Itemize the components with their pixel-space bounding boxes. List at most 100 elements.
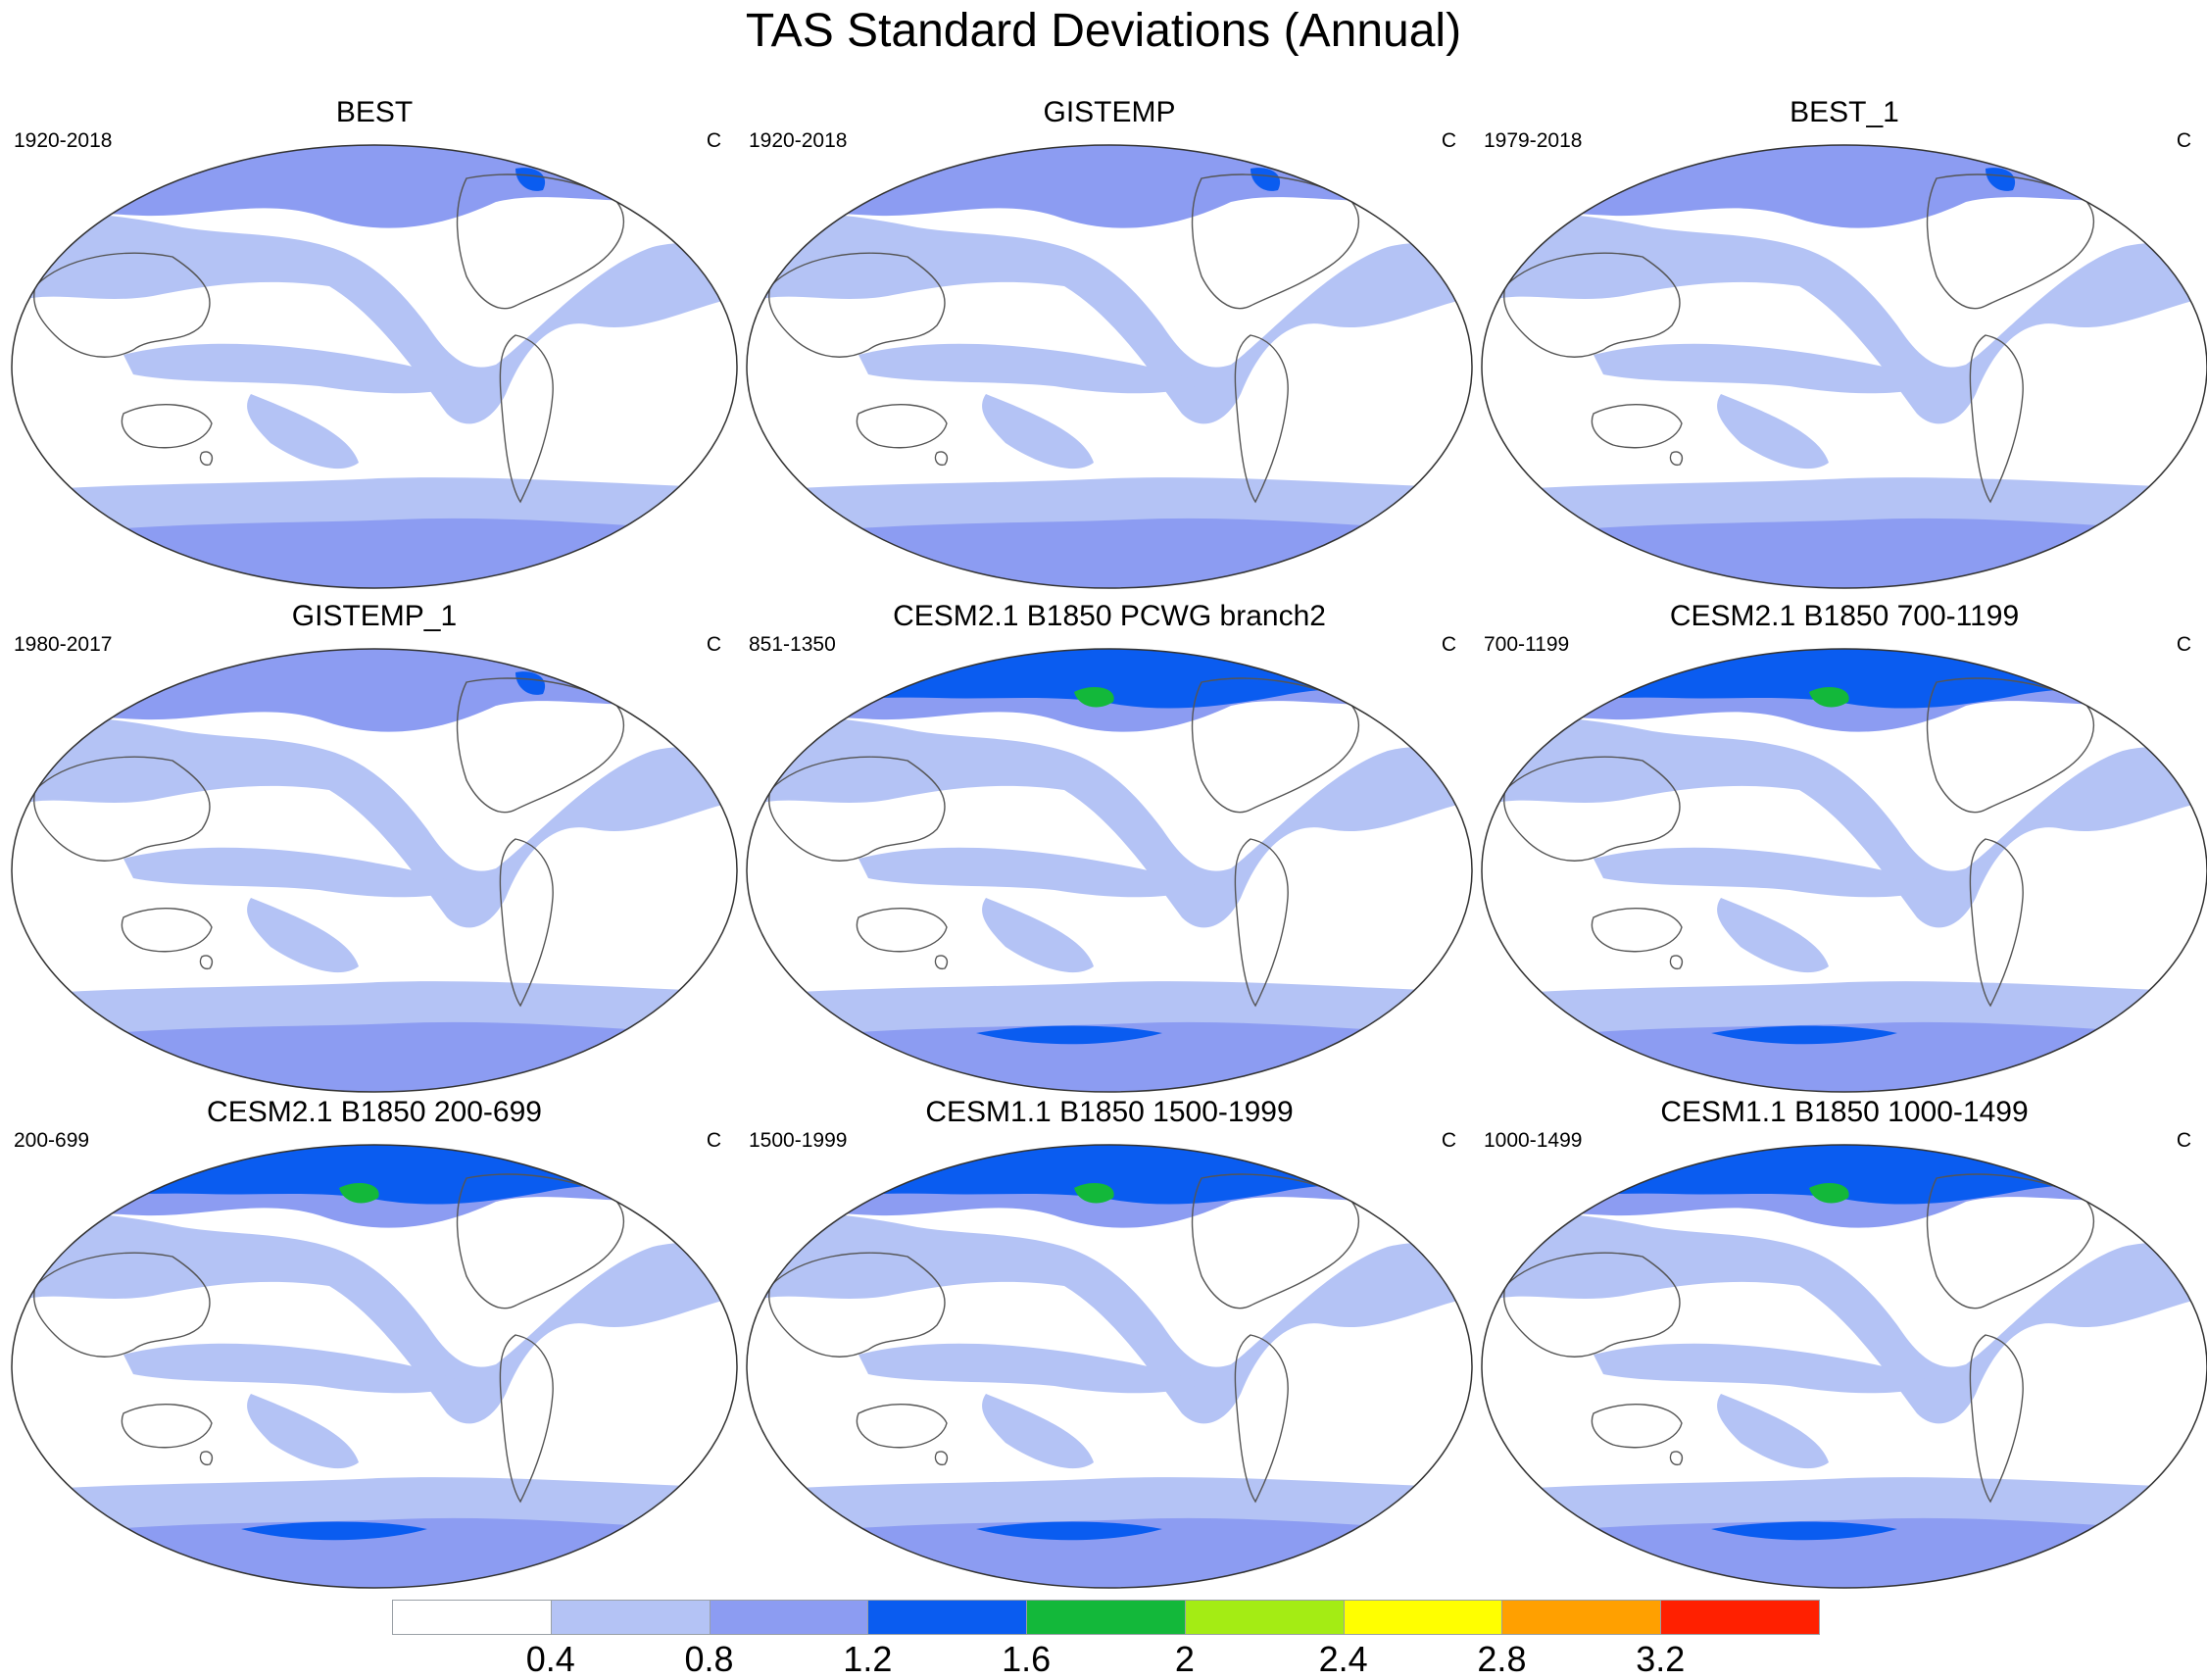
- panel-title: GISTEMP: [1043, 96, 1176, 128]
- contour-fill-north-max: [849, 653, 890, 668]
- panel-title: BEST_1: [1790, 96, 1899, 128]
- coastline-outline: [1591, 404, 1683, 449]
- map-border: [1481, 648, 2207, 1093]
- coastline-outline: [199, 451, 214, 467]
- coastline-outline: [1191, 1173, 1359, 1309]
- coastline-outline: [1591, 1404, 1683, 1449]
- colorbar-swatch: [709, 1600, 869, 1635]
- panel-units: C: [2176, 129, 2191, 152]
- contour-fill-antarctic: [819, 518, 1427, 588]
- colorbar-swatch: [392, 1600, 552, 1635]
- coastline-outline: [934, 451, 949, 467]
- colorbar-tick-label: 1.2: [843, 1639, 893, 1679]
- contour-fill-greenland-peak: [2063, 1145, 2089, 1170]
- contour-fill-antarctic-strong: [241, 1521, 427, 1541]
- colorbar-swatch: [1026, 1600, 1186, 1635]
- contour-fill-north-peak: [878, 649, 939, 667]
- map-plot: [11, 144, 738, 589]
- coastline-outline: [1503, 252, 1681, 358]
- contour-fill-south-pacific: [1717, 1394, 1829, 1469]
- panel-period: 1920-2018: [14, 129, 113, 152]
- colorbar-swatch: [1501, 1600, 1662, 1635]
- coastline-outline: [934, 1451, 949, 1466]
- contour-fill-north-peak: [1584, 146, 1627, 163]
- panel-units: C: [1441, 633, 1456, 656]
- coastline-outline: [1503, 1252, 1681, 1358]
- contour-fill-north-peak: [114, 146, 157, 163]
- map-border: [1481, 1144, 2207, 1589]
- contour-fill-north-mid: [1482, 1211, 2207, 1424]
- coastline-outline: [456, 677, 624, 814]
- contour-fill-greenland-peak: [1328, 1145, 1354, 1170]
- coastline-outline: [456, 173, 624, 310]
- colorbar-tick-label: 3.2: [1636, 1639, 1686, 1679]
- coastline-outline: [1926, 677, 2094, 814]
- panel-title: CESM2.1 B1850 PCWG branch2: [893, 600, 1326, 632]
- map-border: [11, 144, 738, 589]
- panel-title: BEST: [335, 96, 414, 128]
- contour-fill-tropical-pacific: [1594, 1343, 1937, 1394]
- contour-fill-siberia-peak: [339, 1183, 379, 1204]
- contour-fill-antarctic: [84, 1021, 692, 1092]
- coastline-outline: [499, 838, 554, 1008]
- panel-units: C: [2176, 1129, 2191, 1152]
- colorbar-tick-label: 0.8: [684, 1639, 734, 1679]
- coastline-outline: [768, 756, 946, 862]
- contour-fill-canada-peak: [1986, 168, 2016, 191]
- contour-fill-tropical-pacific: [1594, 343, 1937, 394]
- coastline-outline: [121, 404, 213, 449]
- panel-title: GISTEMP_1: [291, 600, 458, 632]
- panel-units: C: [1441, 129, 1456, 152]
- panel-title: CESM2.1 B1850 200-699: [207, 1096, 542, 1128]
- coastline-outline: [1926, 1173, 2094, 1309]
- contour-fill-north-max: [114, 1149, 155, 1164]
- panel-period: 1980-2017: [14, 633, 113, 656]
- contour-fill-north-mid: [12, 716, 737, 928]
- coastline-outline: [33, 1252, 211, 1358]
- coastline-outline: [1234, 838, 1289, 1008]
- contour-fill-south-pacific: [1717, 898, 1829, 973]
- colorbar-tick-label: 1.6: [1002, 1639, 1052, 1679]
- contour-fill-greenland-peak: [1328, 649, 1354, 674]
- coastline-outline: [199, 955, 214, 970]
- contour-fill-antarctic-strong: [1711, 1521, 1897, 1541]
- coastline-outline: [121, 1404, 213, 1449]
- contour-fill-north-mid: [12, 1211, 737, 1424]
- contour-fill-siberia-peak: [1074, 1183, 1114, 1204]
- colorbar-tick-label: 2.4: [1318, 1639, 1368, 1679]
- map-panel: CESM2.1 B1850 200-699 200-699 C: [6, 1096, 743, 1606]
- coastline-outline: [768, 252, 946, 358]
- contour-fill-south-pacific: [1717, 394, 1829, 469]
- contour-fill-tropical-pacific: [858, 1343, 1202, 1394]
- colorbar-swatch: [1343, 1600, 1503, 1635]
- panel-units: C: [706, 129, 721, 152]
- coastline-outline: [934, 955, 949, 970]
- contour-fill-north-mid: [1482, 716, 2207, 928]
- panel-title: CESM2.1 B1850 700-1199: [1669, 600, 2020, 632]
- contour-fill-siberia-peak: [1809, 1183, 1849, 1204]
- contour-fill-greenland-peak: [593, 1145, 619, 1170]
- coastline-outline: [768, 1252, 946, 1358]
- colorbar-swatch: [867, 1600, 1028, 1635]
- coastline-outline: [33, 756, 211, 862]
- contour-fill-tropical-pacific: [858, 343, 1202, 394]
- map-border: [746, 648, 1473, 1093]
- contour-fill-north-mid: [747, 716, 1472, 928]
- contour-fill-north-mid: [747, 212, 1472, 424]
- coastline-outline: [1669, 451, 1684, 467]
- colorbar-swatch: [1184, 1600, 1345, 1635]
- panel-period: 851-1350: [749, 633, 836, 656]
- contour-fill-antarctic-strong: [976, 1521, 1162, 1541]
- colorbar-tick-label: 2.8: [1477, 1639, 1527, 1679]
- contour-fill-north-max: [1584, 1149, 1625, 1164]
- panel-period: 1920-2018: [749, 129, 848, 152]
- coastline-outline: [499, 1334, 554, 1504]
- colorbar-swatch: [550, 1600, 711, 1635]
- coastline-outline: [121, 908, 213, 953]
- map-plot: [746, 648, 1473, 1093]
- panel-title: CESM1.1 B1850 1500-1999: [925, 1096, 1294, 1128]
- map-plot: [746, 144, 1473, 589]
- contour-fill-tropical-pacific: [858, 847, 1202, 898]
- map-border: [746, 144, 1473, 589]
- contour-fill-north-mid: [747, 1211, 1472, 1424]
